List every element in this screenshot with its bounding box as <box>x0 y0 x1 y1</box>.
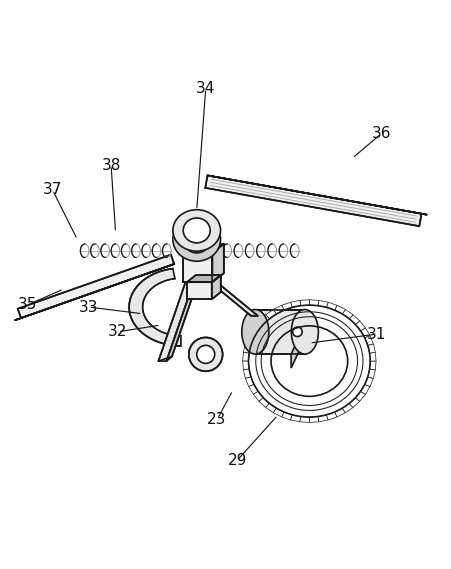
Polygon shape <box>273 408 284 417</box>
Polygon shape <box>367 369 374 378</box>
Polygon shape <box>290 324 304 368</box>
Polygon shape <box>211 275 220 299</box>
Polygon shape <box>354 321 365 331</box>
Polygon shape <box>349 315 359 324</box>
Polygon shape <box>183 244 223 253</box>
Polygon shape <box>129 269 180 346</box>
Text: 33: 33 <box>78 299 98 315</box>
Text: 29: 29 <box>227 453 246 468</box>
Polygon shape <box>248 384 258 394</box>
Text: 32: 32 <box>108 324 127 339</box>
Polygon shape <box>15 264 174 320</box>
Polygon shape <box>334 306 345 314</box>
Ellipse shape <box>248 305 369 417</box>
Polygon shape <box>243 369 250 378</box>
Polygon shape <box>281 412 292 420</box>
Polygon shape <box>273 306 284 314</box>
Polygon shape <box>205 175 421 226</box>
Ellipse shape <box>183 226 210 253</box>
Polygon shape <box>242 361 249 370</box>
Polygon shape <box>364 336 373 345</box>
Polygon shape <box>245 336 253 345</box>
Polygon shape <box>308 300 318 306</box>
Polygon shape <box>360 328 369 338</box>
Polygon shape <box>243 344 250 353</box>
Polygon shape <box>258 398 269 407</box>
Polygon shape <box>253 321 263 331</box>
Polygon shape <box>248 328 258 338</box>
Polygon shape <box>186 282 211 299</box>
Polygon shape <box>369 352 375 361</box>
Text: 23: 23 <box>207 412 226 427</box>
Ellipse shape <box>183 218 210 243</box>
Polygon shape <box>186 253 206 258</box>
Polygon shape <box>212 244 223 282</box>
Text: 38: 38 <box>101 158 120 172</box>
Text: 35: 35 <box>18 297 37 312</box>
Ellipse shape <box>241 310 268 354</box>
Polygon shape <box>242 352 249 361</box>
Polygon shape <box>299 417 308 422</box>
Ellipse shape <box>189 337 222 371</box>
Polygon shape <box>210 282 257 316</box>
Polygon shape <box>18 255 174 318</box>
Polygon shape <box>367 344 374 353</box>
Polygon shape <box>253 391 263 401</box>
Polygon shape <box>265 310 276 319</box>
Ellipse shape <box>196 345 214 364</box>
Polygon shape <box>318 415 327 422</box>
Polygon shape <box>265 403 276 413</box>
Polygon shape <box>290 300 300 307</box>
Polygon shape <box>299 300 308 306</box>
Polygon shape <box>258 315 269 324</box>
Polygon shape <box>364 377 373 386</box>
Polygon shape <box>341 403 352 413</box>
Polygon shape <box>341 310 352 319</box>
Ellipse shape <box>292 327 301 336</box>
Polygon shape <box>334 408 345 417</box>
Polygon shape <box>326 302 336 310</box>
Polygon shape <box>369 361 375 370</box>
Polygon shape <box>354 391 365 401</box>
Polygon shape <box>308 417 318 422</box>
Polygon shape <box>183 253 212 282</box>
Polygon shape <box>318 300 327 307</box>
Text: 34: 34 <box>196 81 215 96</box>
Polygon shape <box>158 282 193 361</box>
Polygon shape <box>207 175 426 215</box>
Polygon shape <box>349 398 359 407</box>
Polygon shape <box>186 275 220 282</box>
Ellipse shape <box>172 210 220 251</box>
Polygon shape <box>255 310 304 354</box>
Ellipse shape <box>291 310 318 354</box>
Polygon shape <box>245 377 253 386</box>
Text: 37: 37 <box>43 183 62 197</box>
Ellipse shape <box>172 218 220 261</box>
Polygon shape <box>290 415 300 422</box>
Text: 31: 31 <box>367 327 386 341</box>
Polygon shape <box>360 384 369 394</box>
Text: 36: 36 <box>371 126 391 141</box>
Polygon shape <box>326 412 336 420</box>
Polygon shape <box>166 278 198 361</box>
Polygon shape <box>281 302 292 310</box>
